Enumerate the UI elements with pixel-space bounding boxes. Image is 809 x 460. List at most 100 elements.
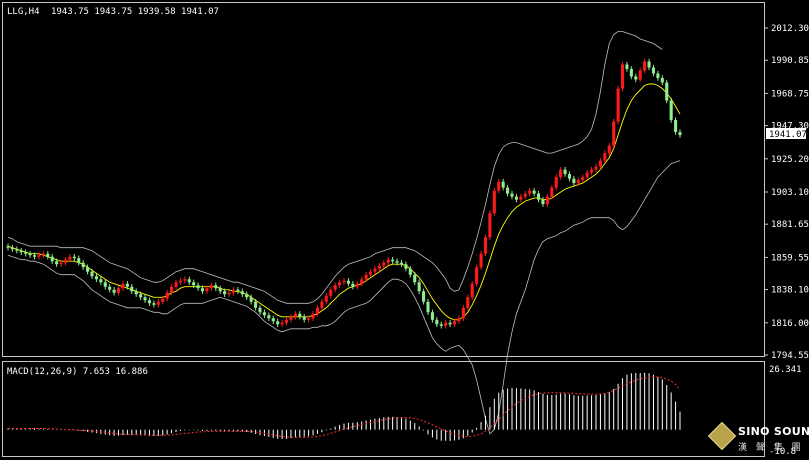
candle xyxy=(669,97,673,123)
candle-body xyxy=(320,301,324,308)
candle xyxy=(81,260,85,270)
candle xyxy=(94,273,98,282)
candle-body xyxy=(532,190,536,194)
candle-body xyxy=(183,279,187,281)
candle xyxy=(46,251,50,260)
candle xyxy=(448,320,452,327)
candle-body xyxy=(638,70,642,80)
candle-body xyxy=(333,285,337,290)
candle xyxy=(174,279,178,290)
candle-body xyxy=(338,282,342,286)
candle-body xyxy=(121,283,125,289)
candle-body xyxy=(342,280,346,283)
candle xyxy=(293,311,297,320)
candle xyxy=(510,190,514,200)
macd-panel xyxy=(2,361,765,457)
candle xyxy=(660,75,664,86)
candle-body xyxy=(302,316,306,320)
candle xyxy=(161,296,165,305)
current-price-label: 1941.07 xyxy=(769,130,807,140)
candlestick-series xyxy=(6,58,682,329)
candle xyxy=(267,312,271,321)
candle xyxy=(112,287,116,296)
candle xyxy=(223,288,227,297)
current-price-box xyxy=(766,128,806,139)
candle-body xyxy=(174,282,178,287)
candle xyxy=(656,70,660,81)
candle-body xyxy=(647,61,651,68)
price-axis-label: 1903.10 xyxy=(771,188,809,198)
candle-body xyxy=(399,262,404,265)
candle-body xyxy=(143,297,147,301)
candle xyxy=(439,321,443,329)
candle-body xyxy=(506,187,510,194)
candle xyxy=(368,269,373,278)
candle xyxy=(386,257,390,266)
candle xyxy=(413,272,417,285)
candle xyxy=(607,142,611,156)
candle xyxy=(466,294,470,311)
candle-body xyxy=(50,256,54,262)
candle-body xyxy=(15,249,19,251)
candle xyxy=(125,281,129,290)
candle-body xyxy=(620,64,625,89)
candle-body xyxy=(373,268,377,272)
candle xyxy=(647,58,651,71)
candle xyxy=(37,252,41,260)
candle xyxy=(612,118,616,149)
candle-body xyxy=(147,300,152,304)
candle-body xyxy=(284,319,289,323)
candle xyxy=(501,178,505,191)
candle xyxy=(32,252,37,260)
candle xyxy=(506,184,510,197)
candle-body xyxy=(254,301,258,308)
candle-body xyxy=(329,289,333,296)
candle-body xyxy=(139,294,143,298)
candle-body xyxy=(678,132,682,136)
candle xyxy=(346,278,350,287)
candle-body xyxy=(523,193,527,197)
candle xyxy=(15,246,19,254)
candle-body xyxy=(457,318,461,322)
candle-body xyxy=(466,297,470,308)
candle-body xyxy=(360,279,364,284)
candle xyxy=(165,290,169,302)
candle-body xyxy=(528,190,532,194)
candle xyxy=(360,276,364,287)
candle xyxy=(665,79,669,104)
candle-body xyxy=(665,82,669,101)
ohlc-readout: 1943.75 1943.75 1939.58 1941.07 xyxy=(51,7,219,17)
price-axis: 2012.30 1990.85 1968.75 1947.30 1925.20 1903.… xyxy=(764,24,809,361)
candle xyxy=(271,315,275,324)
candle-body xyxy=(483,237,488,254)
candle-body xyxy=(656,73,660,79)
candle-body xyxy=(32,255,37,257)
candle xyxy=(24,249,28,257)
candle xyxy=(50,254,54,264)
logo-title: SINO SOUND xyxy=(738,425,809,438)
candle xyxy=(377,263,381,272)
candle-body xyxy=(444,322,448,326)
candle xyxy=(333,282,337,293)
candle-body xyxy=(90,271,94,277)
candle xyxy=(536,190,541,203)
upper-band-line xyxy=(7,31,663,304)
candle-body xyxy=(271,318,275,322)
candle-body xyxy=(63,259,68,263)
candle-body xyxy=(156,301,160,305)
candle-body xyxy=(205,288,209,292)
candle-body xyxy=(311,313,315,319)
candle-body xyxy=(541,199,545,205)
candle xyxy=(108,284,112,293)
candle xyxy=(479,251,483,270)
candle xyxy=(231,287,236,296)
candle xyxy=(227,290,231,297)
candle-body xyxy=(200,288,205,292)
candle-body xyxy=(581,177,585,181)
candle xyxy=(200,285,205,294)
candle-body xyxy=(545,196,549,205)
candle-body xyxy=(24,252,28,254)
candle xyxy=(249,294,253,305)
candle xyxy=(616,85,620,125)
watermark-logo: SINO SOUND 漢 聲 集 團 xyxy=(707,421,809,456)
